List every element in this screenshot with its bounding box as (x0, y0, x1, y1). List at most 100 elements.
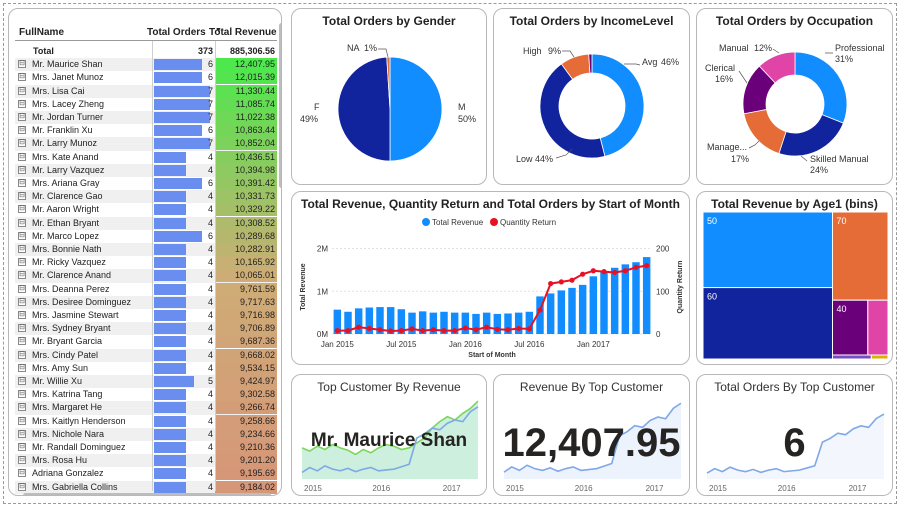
expand-row-icon[interactable]: ⊟ (18, 152, 26, 161)
treemap-card[interactable]: Total Revenue by Age1 (bins) 50 60 70 40 (696, 191, 893, 365)
expand-row-icon[interactable]: ⊟ (18, 271, 26, 280)
table-row[interactable]: ⊟ Mrs. Katrina Tang 4 9,302.58 (15, 388, 277, 402)
expand-row-icon[interactable]: ⊟ (18, 482, 26, 491)
expand-row-icon[interactable]: ⊟ (18, 86, 26, 95)
table-row[interactable]: ⊟ Mr. Franklin Xu 6 10,863.44 (15, 124, 277, 138)
expand-row-icon[interactable]: ⊟ (18, 363, 26, 372)
table-row[interactable]: ⊟ Mr. Ricky Vazquez 4 10,165.92 (15, 256, 277, 270)
table-row[interactable]: ⊟ Mr. Ethan Bryant 4 10,308.52 (15, 216, 277, 230)
table-row[interactable]: ⊟ Mrs. Amy Sun 4 9,534.15 (15, 361, 277, 375)
table-row[interactable]: ⊟ Mrs. Ariana Gray 6 10,391.42 (15, 177, 277, 190)
revenue-bar (386, 307, 395, 334)
occupation-donut-card[interactable]: Total Orders by Occupation Professional 3… (696, 8, 893, 185)
sort-descending-icon[interactable]: ▼ (215, 27, 222, 34)
expand-row-icon[interactable]: ⊟ (18, 231, 26, 240)
column-header-total-orders[interactable]: Total Orders (147, 27, 206, 38)
expand-row-icon[interactable]: ⊟ (18, 179, 26, 187)
table-row[interactable]: ⊟ Mr. Randall Dominguez 4 9,210.36 (15, 441, 277, 454)
top-customer-orders-card[interactable]: Total Orders By Top Customer 2015 2016 201… (696, 374, 893, 496)
expand-row-icon[interactable]: ⊟ (18, 390, 26, 399)
orders-data-bar (154, 389, 186, 401)
expand-row-icon[interactable]: ⊟ (18, 245, 26, 253)
expand-row-icon[interactable]: ⊟ (18, 73, 26, 82)
expand-row-icon[interactable]: ⊟ (18, 337, 26, 346)
expand-row-icon[interactable]: ⊟ (18, 403, 26, 412)
expand-row-icon[interactable]: ⊟ (18, 165, 26, 174)
table-row[interactable]: ⊟ Mrs. Kate Anand 4 10,436.51 (15, 150, 277, 164)
table-row[interactable]: ⊟ Mrs. Rosa Hu 4 9,201.20 (15, 454, 277, 468)
orders-value: 4 (207, 191, 213, 202)
combo-chart-card[interactable]: Total Revenue, Quantity Return and Total… (291, 191, 690, 365)
table-row[interactable]: ⊟ Mr. Maurice Shan 6 12,407.95 (15, 58, 277, 72)
expand-row-icon[interactable]: ⊟ (18, 60, 26, 69)
table-row[interactable]: ⊟ Mrs. Desiree Dominguez 4 9,717.63 (15, 295, 277, 309)
income-donut-card[interactable]: Total Orders by IncomeLevel Avg 46% Low 44%… (493, 8, 690, 185)
expand-row-icon[interactable]: ⊟ (18, 258, 26, 267)
table-row[interactable]: ⊟ Mrs. Lacey Zheng 7 11,085.74 (15, 97, 277, 111)
customer-name: Mrs. Gabriella Collins (32, 481, 118, 492)
expand-row-icon[interactable]: ⊟ (18, 284, 26, 293)
orders-data-bar (154, 376, 194, 387)
occ-label-manage: Manage... (707, 142, 747, 152)
occ-pct-manage: 17% (731, 154, 749, 164)
gender-pie-card[interactable]: Total Orders by Gender M 50% F 49% NA 1% (291, 8, 487, 185)
expand-row-icon[interactable]: ⊟ (18, 443, 26, 451)
table-row[interactable]: ⊟ Mrs. Jasmine Stewart 4 9,716.98 (15, 309, 277, 322)
horizontal-scrollbar[interactable] (23, 493, 271, 495)
gender-pie-chart[interactable]: M 50% F 49% NA 1% (292, 9, 487, 185)
expand-row-icon[interactable]: ⊟ (18, 218, 26, 227)
top-customer-name-card[interactable]: Top Customer By Revenue 2015 2016 2017 Mr.… (291, 374, 487, 496)
expand-row-icon[interactable]: ⊟ (18, 324, 26, 333)
column-header-total-revenue[interactable]: Total Revenue (209, 27, 277, 38)
table-row[interactable]: ⊟ Mrs. Cindy Patel 4 9,668.02 (15, 348, 277, 362)
expand-row-icon[interactable]: ⊟ (18, 429, 26, 438)
expand-row-icon[interactable]: ⊟ (18, 311, 26, 319)
top-customer-revenue-card[interactable]: Revenue By Top Customer 2015 2016 2017 12,… (493, 374, 690, 496)
expand-row-icon[interactable]: ⊟ (18, 456, 26, 465)
table-row[interactable]: ⊟ Mr. Larry Munoz 7 10,852.04 (15, 137, 277, 151)
orders-value: 6 (207, 178, 213, 188)
table-row[interactable]: ⊟ Mr. Willie Xu 5 9,424.97 (15, 375, 277, 389)
expand-row-icon[interactable]: ⊟ (18, 297, 26, 306)
y-left-axis-label: Total Revenue (300, 263, 307, 310)
income-donut-chart[interactable]: Avg 46% Low 44% High 9% (494, 9, 690, 185)
table-row[interactable]: ⊟ Mrs. Margaret He 4 9,266.74 (15, 401, 277, 415)
table-row[interactable]: ⊟ Mr. Clarence Anand 4 10,065.01 (15, 269, 277, 283)
expand-row-icon[interactable]: ⊟ (18, 377, 26, 385)
table-row[interactable]: ⊟ Mr. Aaron Wright 4 10,329.22 (15, 203, 277, 217)
combo-chart[interactable]: Total Revenue Quantity Return 0M 1M 2M 0 100 20… (292, 192, 690, 365)
customer-table[interactable]: FullName Total Orders Total Revenue ▼ To… (8, 8, 282, 496)
expand-row-icon[interactable]: ⊟ (18, 139, 26, 148)
table-row[interactable]: ⊟ Mr. Larry Vazquez 4 10,394.98 (15, 163, 277, 177)
table-row[interactable]: ⊟ Mr. Bryant Garcia 4 9,687.36 (15, 335, 277, 349)
table-row[interactable]: ⊟ Mr. Jordan Turner 7 11,022.38 (15, 111, 277, 125)
table-row[interactable]: ⊟ Mr. Clarence Gao 4 10,331.73 (15, 190, 277, 204)
table-row[interactable]: ⊟ Adriana Gonzalez 4 9,195.69 (15, 467, 277, 481)
table-row[interactable]: ⊟ Mrs. Kaitlyn Henderson 4 9,258.66 (15, 414, 277, 428)
table-row[interactable]: ⊟ Mrs. Nichole Nara 4 9,234.66 (15, 427, 277, 441)
treemap-chart[interactable]: 50 60 70 40 (697, 192, 893, 365)
table-row[interactable]: ⊟ Mrs. Janet Munoz 6 12,015.39 (15, 71, 277, 85)
revenue-cell: 9,716.98 (215, 309, 277, 322)
column-header-fullname[interactable]: FullName (19, 27, 65, 38)
customer-name: Mrs. Kaitlyn Henderson (32, 415, 126, 426)
orders-value: 4 (207, 164, 213, 175)
expand-row-icon[interactable]: ⊟ (18, 416, 26, 425)
table-row[interactable]: ⊟ Mrs. Deanna Perez 4 9,761.59 (15, 282, 277, 296)
expand-row-icon[interactable]: ⊟ (18, 192, 26, 201)
table-row[interactable]: ⊟ Mrs. Lisa Cai 7 11,330.44 (15, 84, 277, 98)
table-row[interactable]: ⊟ Mrs. Bonnie Nath 4 10,282.91 (15, 243, 277, 257)
expand-row-icon[interactable]: ⊟ (18, 469, 26, 478)
expand-row-icon[interactable]: ⊟ (18, 99, 26, 108)
expand-row-icon[interactable]: ⊟ (18, 350, 26, 359)
expand-row-icon[interactable]: ⊟ (18, 126, 26, 135)
expand-row-icon[interactable]: ⊟ (18, 113, 26, 121)
expand-row-icon[interactable]: ⊟ (18, 205, 26, 214)
vertical-scrollbar[interactable] (279, 23, 281, 188)
table-row[interactable]: ⊟ Mrs. Gabriella Collins 4 9,184.02 (15, 480, 277, 494)
orders-cell: 4 (152, 401, 215, 414)
table-row[interactable]: ⊟ Mrs. Sydney Bryant 4 9,706.89 (15, 322, 277, 336)
orders-data-bar (154, 257, 186, 269)
table-row[interactable]: ⊟ Mr. Marco Lopez 6 10,289.68 (15, 229, 277, 243)
